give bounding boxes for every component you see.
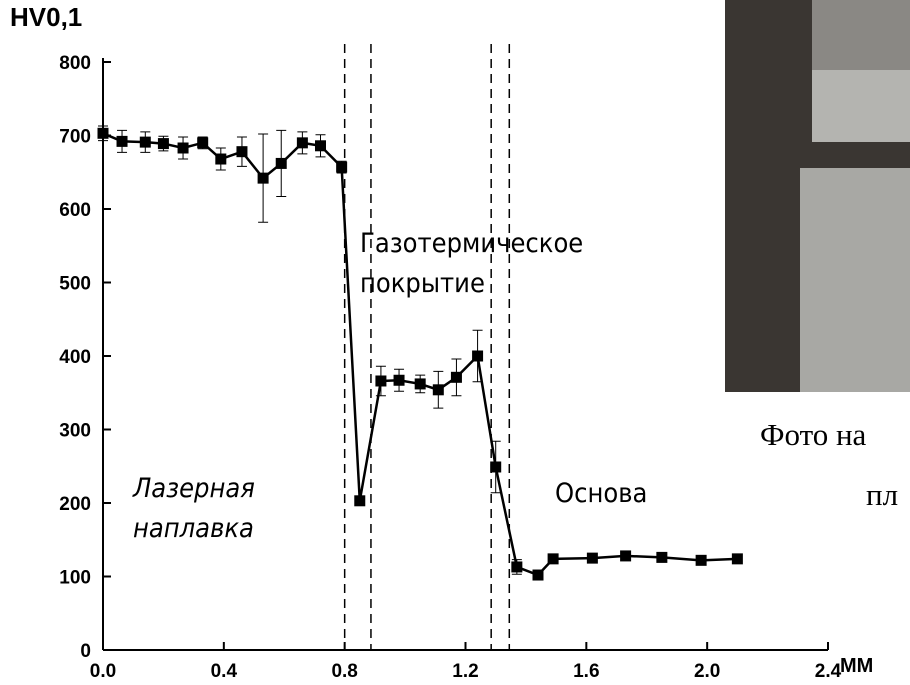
y-tick-label: 500 <box>59 274 91 295</box>
marker <box>548 553 559 564</box>
marker <box>158 138 169 149</box>
marker <box>587 553 598 564</box>
marker <box>696 555 707 566</box>
photo-part <box>812 0 910 70</box>
y-tick-label: 700 <box>59 127 91 148</box>
marker <box>98 128 109 139</box>
annotation: Газотермическое <box>360 228 583 259</box>
y-tick-label: 0 <box>80 641 91 662</box>
y-tick-label: 800 <box>59 53 91 74</box>
x-tick-label: 2.0 <box>694 661 720 682</box>
y-tick-label: 300 <box>59 421 91 442</box>
marker <box>236 146 247 157</box>
photo-part <box>812 70 910 142</box>
marker <box>258 173 269 184</box>
x-tick-label: 1.2 <box>452 661 478 682</box>
marker <box>732 553 743 564</box>
chart: HV0,1 MM Фото на пл Лазерная наплавка Га… <box>0 0 910 685</box>
marker <box>394 375 405 386</box>
x-tick-label: 0.8 <box>331 661 357 682</box>
marker <box>276 158 287 169</box>
y-tick-label: 100 <box>59 568 91 589</box>
marker <box>433 384 444 395</box>
y-tick-label: 600 <box>59 200 91 221</box>
marker <box>620 550 631 561</box>
annotation: наплавка <box>133 513 254 544</box>
page: {"chart_data":{"type":"line","y_label":"… <box>0 0 910 685</box>
marker <box>375 375 386 386</box>
x-tick-label: 0.0 <box>90 661 116 682</box>
caption: пл <box>866 477 898 512</box>
marker <box>336 162 347 173</box>
annotation: покрытие <box>360 268 485 299</box>
marker <box>215 154 226 165</box>
marker <box>511 561 522 572</box>
marker <box>415 378 426 389</box>
marker <box>140 137 151 148</box>
y-tick-label: 400 <box>59 347 91 368</box>
marker <box>490 461 501 472</box>
x-tick-label: 2.4 <box>815 661 842 682</box>
x-axis-label: MM <box>840 655 873 677</box>
marker <box>533 570 544 581</box>
y-axis-label: HV0,1 <box>10 2 82 32</box>
marker <box>354 495 365 506</box>
marker <box>315 140 326 151</box>
marker <box>472 351 483 362</box>
marker <box>117 136 128 147</box>
marker <box>451 372 462 383</box>
annotation: Лазерная <box>132 473 255 504</box>
marker <box>656 552 667 563</box>
caption: Фото на <box>760 417 867 452</box>
marker <box>197 137 208 148</box>
y-tick-label: 200 <box>59 494 91 515</box>
marker <box>178 142 189 153</box>
x-tick-label: 0.4 <box>211 661 238 682</box>
marker <box>297 137 308 148</box>
photo-part <box>800 168 910 392</box>
x-tick-label: 1.6 <box>573 661 599 682</box>
annotation: Основа <box>555 478 647 509</box>
